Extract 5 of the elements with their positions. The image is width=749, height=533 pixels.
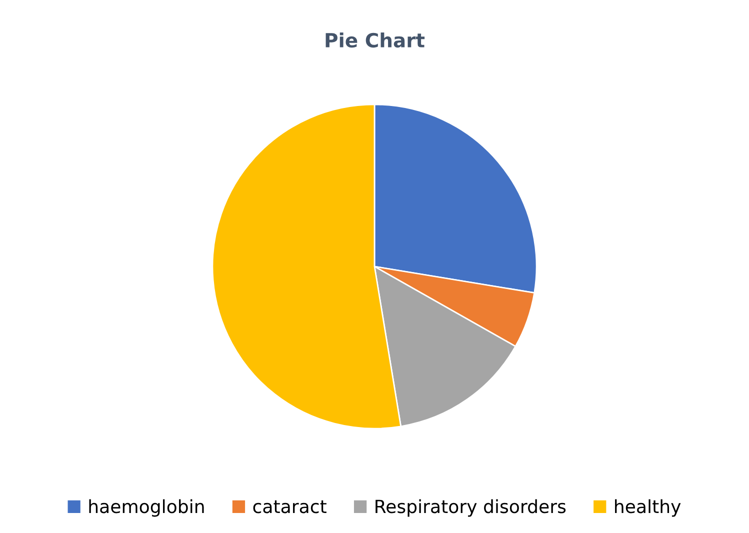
legend-label: healthy <box>615 499 681 517</box>
legend-label: cataract <box>253 500 326 514</box>
legend-label: Respiratory disorders <box>376 499 566 517</box>
legend-label: haemoglobin <box>89 499 204 517</box>
chart-title: Pie Chart <box>326 32 425 48</box>
